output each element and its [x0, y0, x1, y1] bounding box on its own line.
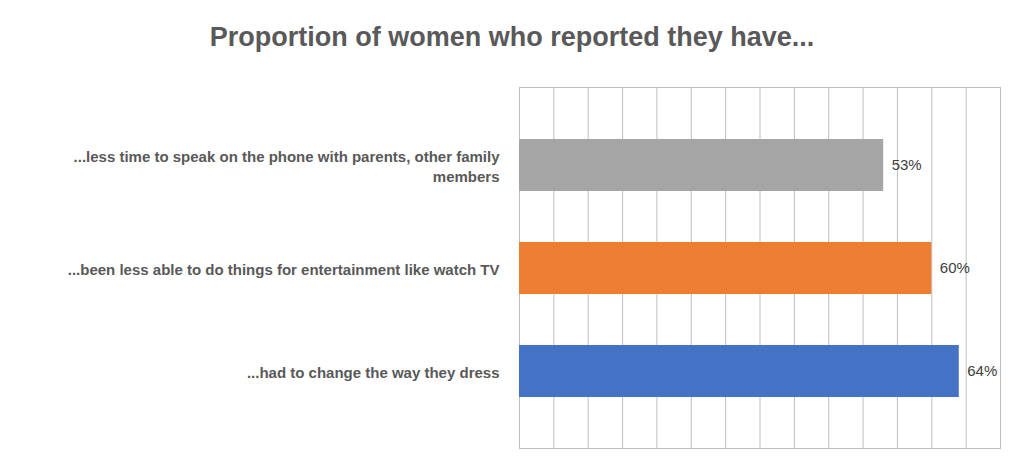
svg-text:60%: 60% — [940, 259, 970, 276]
svg-text:...been less able to do things: ...been less able to do things for enter… — [68, 261, 500, 278]
html-text:Proportion of women who report: Proportion of women who reported they ha… — [209, 22, 815, 52]
svg-text:...less time to speak on the p: ...less time to speak on the phone with … — [74, 148, 501, 185]
svg-text:53%: 53% — [892, 156, 922, 173]
svg-text:...had to change the way they: ...had to change the way they dress — [247, 364, 500, 381]
svg-text:64%: 64% — [967, 362, 997, 379]
